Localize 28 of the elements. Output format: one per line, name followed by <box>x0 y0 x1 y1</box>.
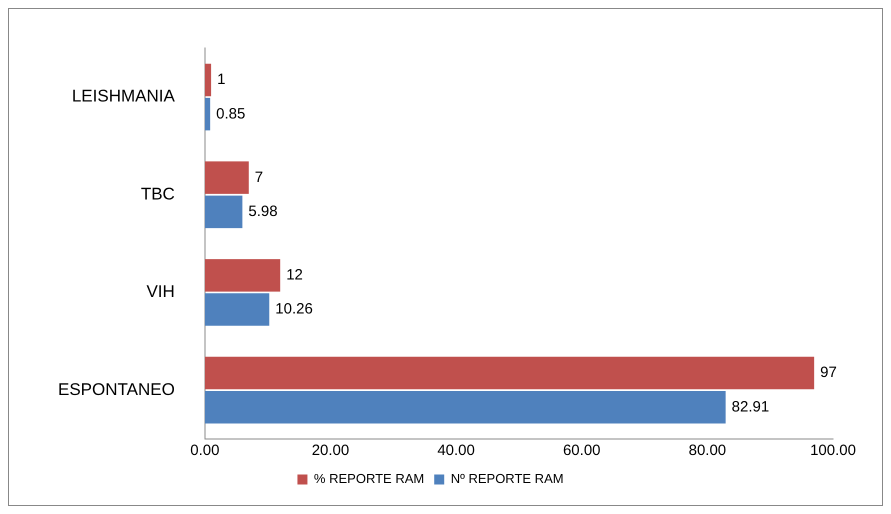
data-label: 0.85 <box>216 105 246 122</box>
x-tick-label: 40.00 <box>437 442 475 460</box>
bar <box>204 161 249 194</box>
x-tick-label: 60.00 <box>562 442 600 460</box>
y-tick-label: TBC <box>140 184 175 204</box>
x-tick-label: 20.00 <box>312 442 350 460</box>
data-label: 97 <box>820 364 837 382</box>
bar <box>204 196 242 228</box>
bar <box>204 356 814 390</box>
x-tick-label: 100.00 <box>810 442 856 460</box>
bar <box>204 259 280 292</box>
bar <box>204 293 270 326</box>
x-tick-label: 0.00 <box>190 442 220 460</box>
legend-label: Nº REPORTE RAM <box>450 471 564 486</box>
y-tick-label: VIH <box>146 282 175 302</box>
y-tick-label: ESPONTANEO <box>58 380 175 399</box>
data-label: 10.26 <box>275 300 313 318</box>
bar <box>204 98 210 130</box>
data-label: 12 <box>286 266 303 284</box>
bar <box>204 391 726 424</box>
bar <box>204 64 212 96</box>
x-tick-label: 80.00 <box>688 442 726 460</box>
y-tick-label: LEISHMANIA <box>72 86 176 106</box>
data-label: 1 <box>217 71 226 88</box>
data-label: 82.91 <box>732 398 770 416</box>
legend-label: % REPORTE RAM <box>314 471 424 486</box>
data-label: 7 <box>254 168 264 186</box>
data-label: 5.98 <box>248 202 278 220</box>
